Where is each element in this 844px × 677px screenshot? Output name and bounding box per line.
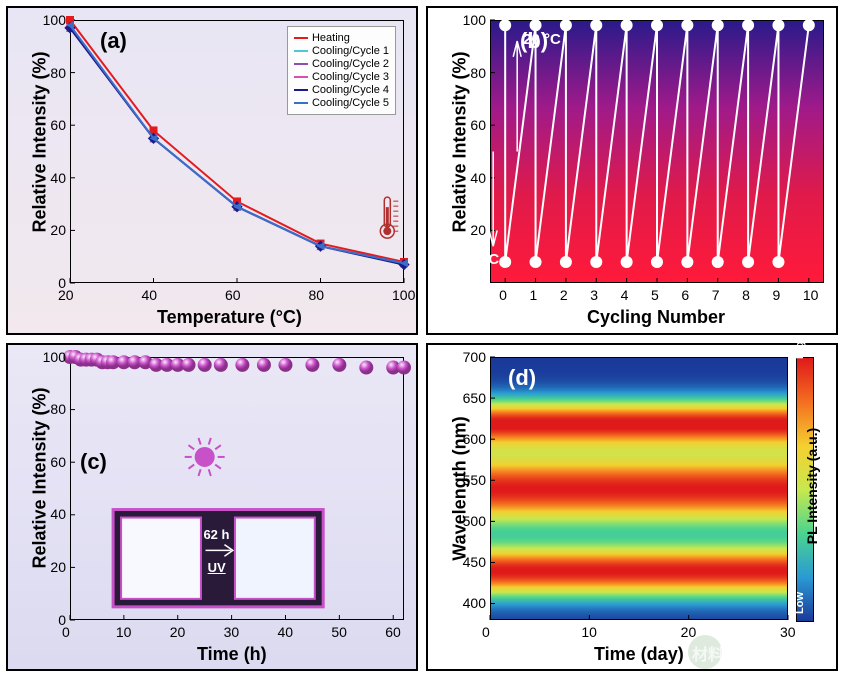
panel-label-a: (a) bbox=[100, 28, 127, 54]
panel-label-d: (d) bbox=[508, 365, 536, 391]
panel-label-c: (c) bbox=[80, 449, 107, 475]
watermark-text: 材料科学与工程 bbox=[692, 641, 804, 665]
panel-a: 20406080100020406080100HeatingCooling/Cy… bbox=[6, 6, 418, 335]
panel-c: 010203040506002040608010062 hUV(c)Time (… bbox=[6, 343, 418, 672]
panel-label-b: (b) bbox=[520, 28, 548, 54]
panel-b: 0123456789102040608010020 °C100 °C(b)Cyc… bbox=[426, 6, 838, 335]
panel-d: 0102030400450500550600650700HighLowPL In… bbox=[426, 343, 838, 672]
legend: HeatingCooling/Cycle 1Cooling/Cycle 2Coo… bbox=[287, 26, 396, 115]
